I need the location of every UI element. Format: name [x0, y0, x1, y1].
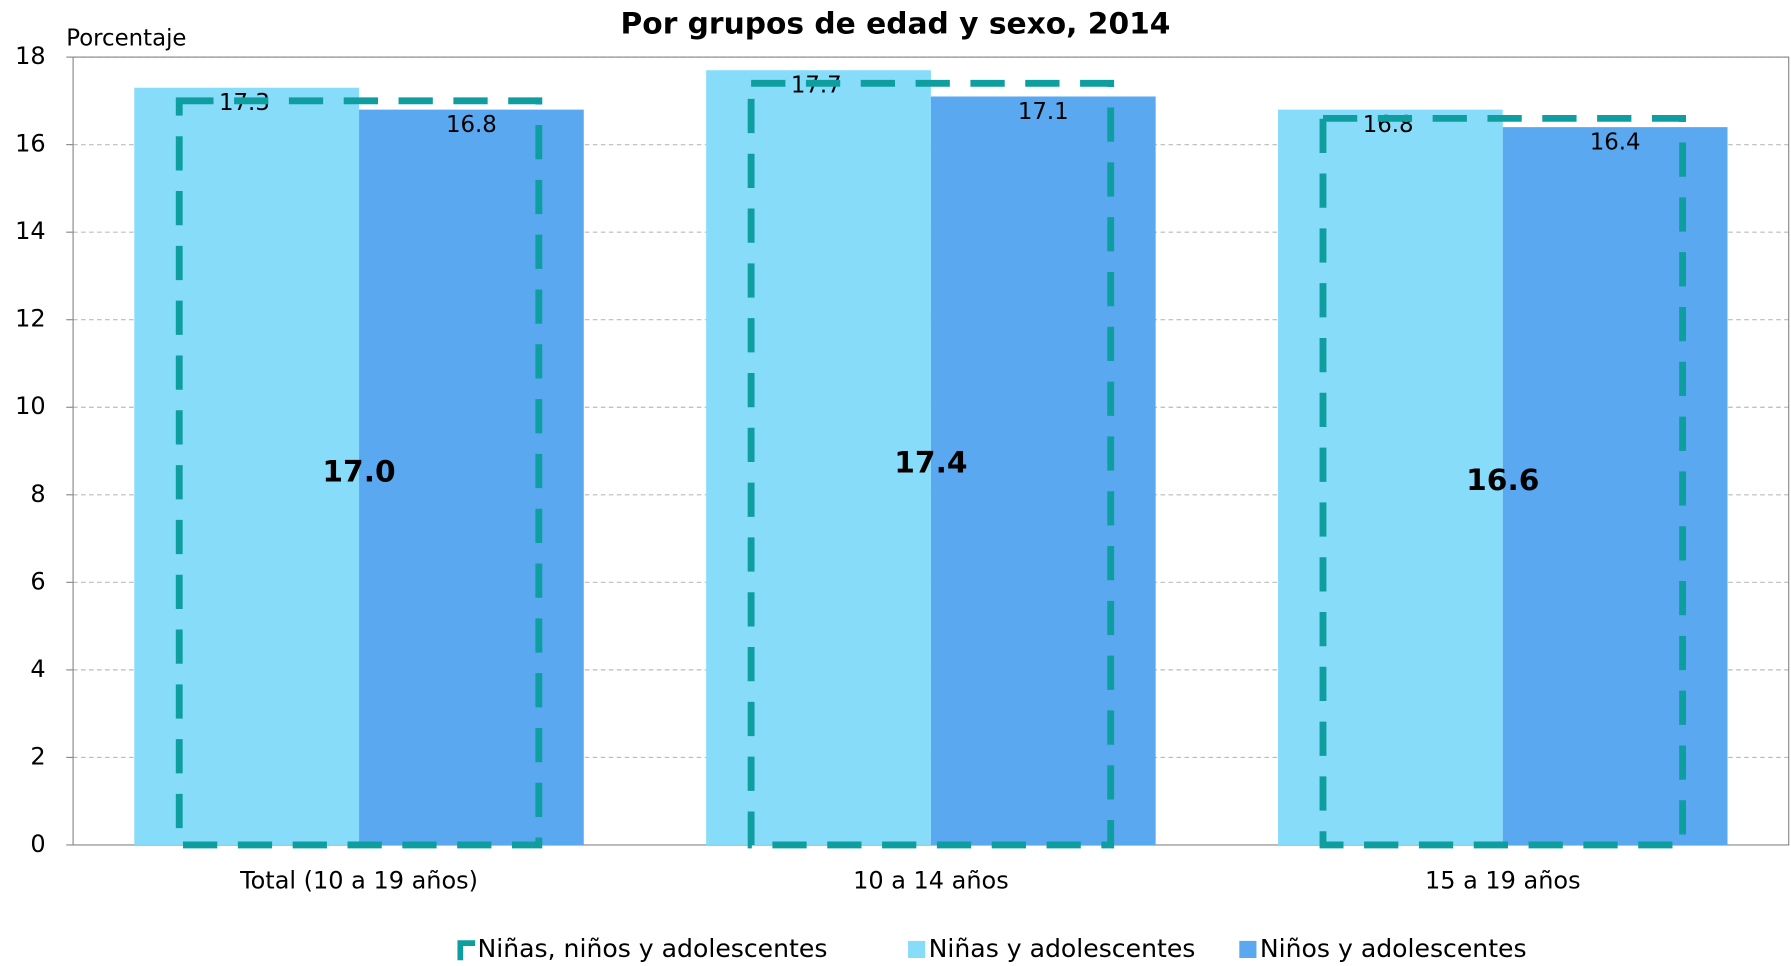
y-tick-label: 4 — [30, 655, 45, 683]
y-tick-label: 0 — [30, 830, 45, 858]
legend-swatch — [457, 940, 476, 961]
data-label: 16.6 — [1466, 463, 1539, 498]
data-label: 17.4 — [894, 446, 967, 481]
bar — [1278, 109, 1503, 845]
chart-title: Por grupos de edad y sexo, 2014 — [621, 7, 1171, 42]
y-tick-label: 16 — [15, 130, 46, 158]
y-tick-label: 18 — [15, 42, 46, 70]
bar — [1502, 127, 1728, 845]
y-tick-label: 2 — [30, 742, 45, 770]
x-tick-label: 10 a 14 años — [853, 867, 1009, 895]
data-label: 16.8 — [446, 112, 497, 138]
legend-swatch — [1239, 940, 1257, 959]
bar — [930, 96, 1156, 845]
y-tick-label: 8 — [30, 480, 45, 508]
bar — [134, 87, 360, 845]
legend-label: Niños y adolescentes — [1260, 934, 1527, 963]
x-tick-label: 15 a 19 años — [1425, 867, 1581, 895]
data-label: 16.4 — [1590, 130, 1641, 156]
legend-label: Niñas, niños y adolescentes — [477, 934, 827, 963]
x-tick-label: Total (10 a 19 años) — [239, 867, 478, 895]
y-tick-label: 12 — [15, 305, 46, 333]
dashed-bar — [747, 79, 1115, 849]
data-label: 17.1 — [1018, 99, 1069, 125]
legend-label: Niñas y adolescentes — [929, 934, 1196, 963]
y-tick-label: 14 — [15, 217, 46, 245]
y-axis-label: Porcentaje — [66, 25, 186, 51]
dashed-bar — [1319, 114, 1687, 849]
bar — [359, 109, 584, 845]
y-tick-label: 6 — [30, 567, 45, 595]
legend-swatch — [908, 940, 926, 959]
y-tick-label: 10 — [15, 392, 46, 420]
bar — [706, 70, 931, 845]
data-label: 17.0 — [322, 454, 395, 489]
dashed-bar — [175, 97, 543, 849]
